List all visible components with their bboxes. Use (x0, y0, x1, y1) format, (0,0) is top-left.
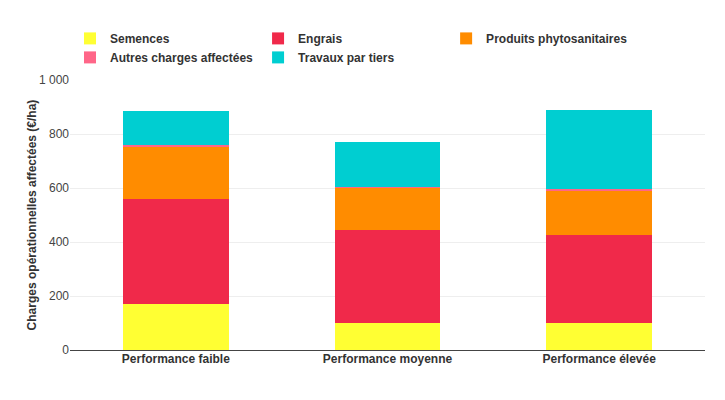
svg-text:Engrais: Engrais (298, 32, 342, 46)
svg-text:Performance faible: Performance faible (122, 352, 230, 366)
svg-text:800: 800 (49, 127, 69, 141)
svg-text:Travaux par tiers: Travaux par tiers (298, 51, 394, 65)
svg-text:1 000: 1 000 (39, 73, 69, 87)
svg-text:400: 400 (49, 235, 69, 249)
svg-text:Semences: Semences (110, 32, 170, 46)
svg-text:0: 0 (62, 343, 69, 357)
svg-text:Performance élevée: Performance élevée (542, 352, 656, 366)
svg-text:600: 600 (49, 181, 69, 195)
svg-text:200: 200 (49, 289, 69, 303)
svg-text:Charges opérationnelles affect: Charges opérationnelles affectées (€/ha) (25, 100, 39, 331)
svg-text:Produits phytosanitaires: Produits phytosanitaires (486, 32, 627, 46)
svg-text:Autres charges affectées: Autres charges affectées (110, 51, 253, 65)
svg-text:Performance moyenne: Performance moyenne (323, 352, 453, 366)
